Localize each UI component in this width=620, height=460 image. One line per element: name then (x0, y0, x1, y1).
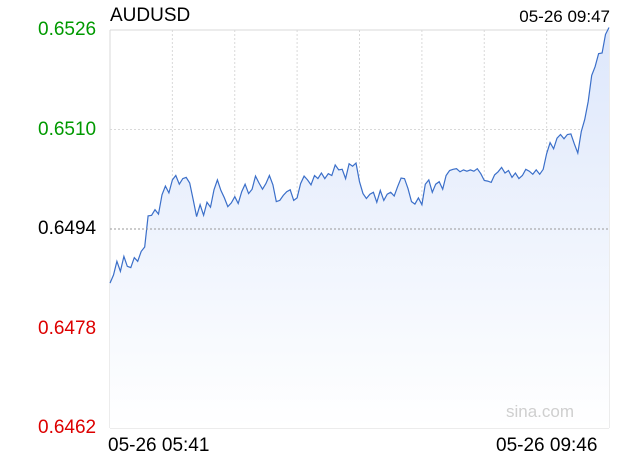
x-tick-end: 05-26 09:46 (496, 435, 598, 456)
y-tick-label: 0.6462 (38, 417, 97, 438)
timestamp: 05-26 09:47 (519, 7, 610, 26)
price-area-fill (110, 27, 609, 428)
y-tick-label: 0.6510 (38, 118, 97, 140)
x-tick-start: 05-26 05:41 (108, 435, 210, 456)
y-tick-label: 0.6478 (38, 317, 97, 339)
y-tick-label: 0.6494 (38, 218, 97, 239)
watermark: sina.com (506, 402, 575, 421)
price-line (109, 27, 610, 284)
y-tick-label: 0.6526 (38, 19, 97, 40)
chart-title: AUDUSD (110, 5, 191, 26)
